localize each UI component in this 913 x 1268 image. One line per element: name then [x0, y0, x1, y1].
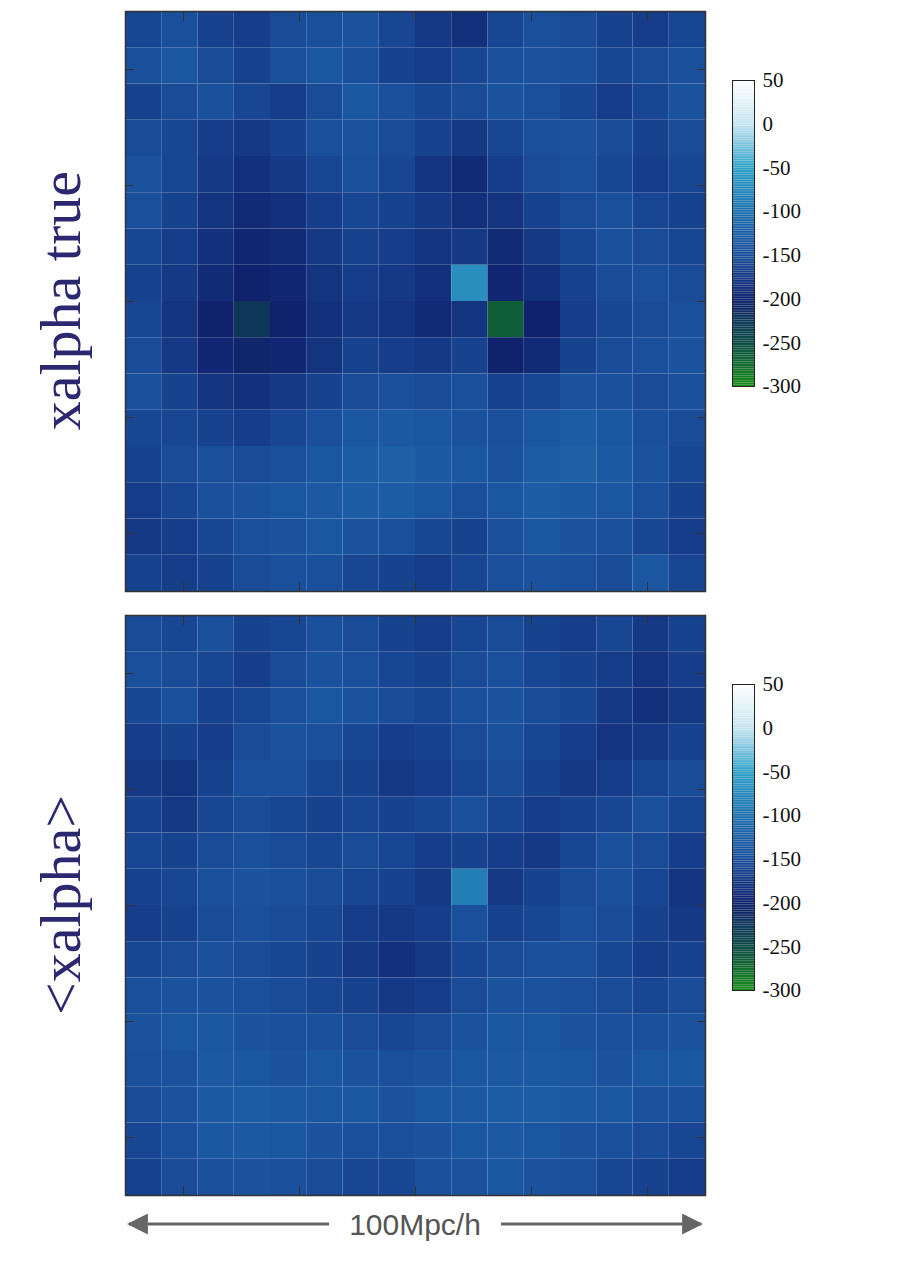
- svg-text:-100: -100: [763, 199, 802, 223]
- svg-text:-300: -300: [763, 978, 802, 1002]
- svg-text:50: 50: [763, 672, 784, 696]
- svg-text:50: 50: [763, 68, 784, 92]
- svg-text:-300: -300: [763, 374, 802, 398]
- svg-text:-200: -200: [763, 891, 802, 915]
- svg-text:-100: -100: [763, 803, 802, 827]
- svg-text:-150: -150: [763, 847, 802, 871]
- html-text:<xalpha>: <xalpha>: [27, 795, 93, 1015]
- svg-text:-50: -50: [763, 156, 791, 180]
- html-text:xalpha true: xalpha true: [27, 171, 93, 431]
- svg-text:0: 0: [763, 716, 774, 740]
- svg-text:-50: -50: [763, 760, 791, 784]
- svg-text:-150: -150: [763, 243, 802, 267]
- svg-text:-250: -250: [763, 331, 802, 355]
- svg-text:-250: -250: [763, 935, 802, 959]
- svg-text:100Mpc/h: 100Mpc/h: [349, 1208, 481, 1241]
- svg-text:0: 0: [763, 112, 774, 136]
- svg-text:-200: -200: [763, 287, 802, 311]
